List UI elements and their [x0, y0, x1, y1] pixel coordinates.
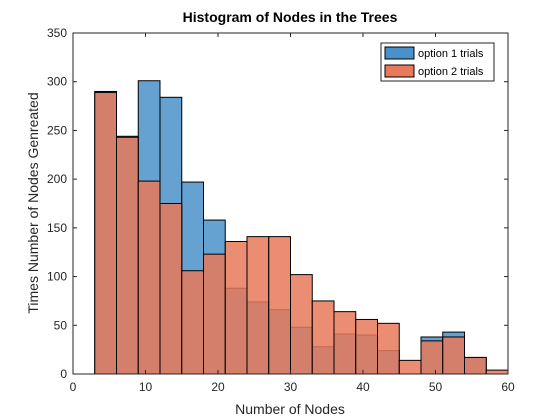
x-tick-label: 30	[284, 380, 298, 394]
bar-series-2	[246, 236, 270, 375]
x-tick-label: 60	[501, 380, 515, 394]
y-tick-label: 150	[47, 221, 67, 235]
chart-title: Histogram of Nodes in the Trees	[183, 9, 398, 25]
y-tick-label: 300	[47, 75, 67, 89]
x-tick-label: 20	[211, 380, 225, 394]
bar-series-2	[268, 236, 291, 375]
x-tick-label: 40	[356, 380, 370, 394]
bar-series-2	[485, 369, 509, 375]
bar-series-2	[311, 300, 335, 375]
plot-frame	[72, 32, 509, 375]
y-tick-label: 350	[47, 26, 67, 40]
bar-series-2	[203, 253, 226, 375]
bar-series-2	[94, 91, 117, 375]
y-tick-label: 200	[47, 172, 67, 186]
y-tick-label: 100	[47, 270, 67, 284]
x-axis-label: Number of Nodes	[235, 401, 345, 417]
bar-series-2	[377, 322, 400, 375]
legend-label-series-2: option 2 trials	[418, 66, 484, 78]
bar-series-2	[355, 318, 378, 375]
bar-series-2	[137, 180, 161, 375]
bar-series-2	[464, 356, 487, 375]
bar-series-2	[181, 270, 204, 375]
bar-series-2	[224, 240, 248, 375]
x-tick-label: 50	[429, 380, 443, 394]
legend-swatch-series-1	[384, 46, 415, 60]
x-tick-label: 0	[70, 380, 77, 394]
bar-series-2	[290, 274, 313, 375]
bar-series-2	[333, 311, 357, 375]
y-tick-label: 50	[54, 318, 68, 332]
legend-swatch-series-2	[384, 64, 415, 78]
x-tick-label: 10	[139, 380, 153, 394]
y-tick-label: 250	[47, 123, 67, 137]
legend: option 1 trials option 2 trials	[380, 42, 495, 82]
y-tick-label: 0	[60, 367, 67, 381]
bar-series-2	[159, 203, 183, 375]
series-2-bars	[94, 91, 509, 375]
bar-series-2	[116, 136, 139, 375]
bar-series-2	[442, 336, 465, 375]
bar-series-2	[420, 340, 444, 375]
legend-label-series-1: option 1 trials	[418, 48, 484, 60]
bar-series-2	[398, 359, 422, 375]
y-axis-label: Times Number of Nodes Genreated	[25, 92, 41, 313]
